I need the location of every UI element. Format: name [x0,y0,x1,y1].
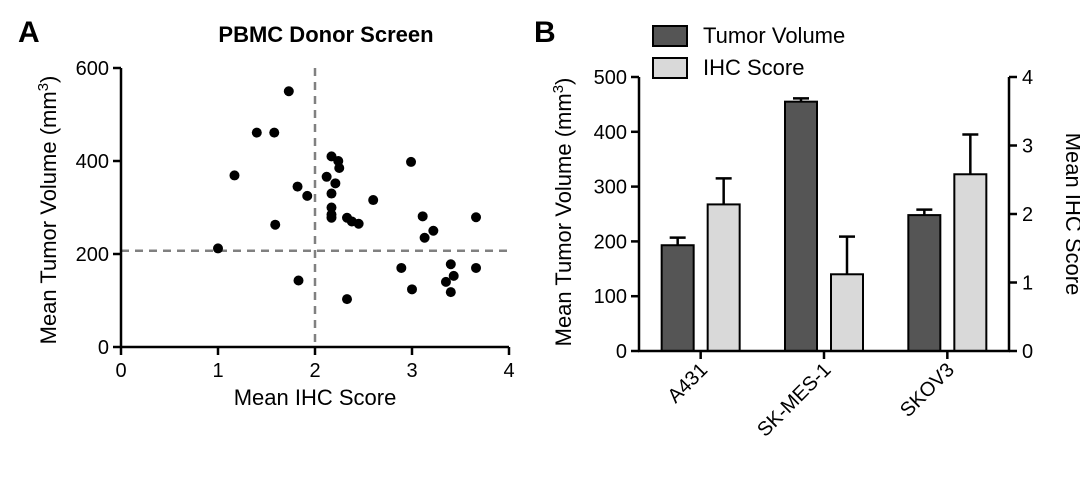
scatter-point [342,294,353,305]
panel-b-right-y-axis-label: Mean IHC Score [1061,133,1080,296]
scatter-point [406,156,417,167]
left-y-tick-label: 300 [594,177,627,199]
y-tick-label: 200 [76,244,109,266]
legend-label-tumor-volume: Tumor Volume [703,23,845,48]
scatter-point [396,262,407,273]
scatter-point [448,270,459,281]
bar-tumor-volume [907,214,942,352]
panel-a-letter: A [18,16,40,49]
scatter-point [407,284,417,295]
legend-swatch-ihc-score [652,57,688,79]
bar-tumor-volume [784,100,818,352]
panel-a-x-axis-label: Mean IHC Score [234,385,397,410]
left-y-tick-label: 0 [616,341,627,363]
x-tick-label: 0 [115,360,126,382]
panel-a-y-axis-label: Mean Tumor Volume (mm3) [35,76,61,345]
x-tick-label: 3 [406,360,417,382]
scatter-point [321,171,332,182]
scatter-point [326,202,337,213]
legend-swatch-tumor-volume [652,25,688,47]
bar-ihc-score [953,173,988,352]
x-tick-label: 1 [212,360,223,382]
scatter-point [293,275,304,286]
panel-b-bar-chart: A431 SK-MES-1 SKOV3 0 100 200 300 400 500 0 1 2 3 4 [594,67,1034,441]
scatter-point [251,127,262,138]
scatter-point [283,86,294,97]
legend-label-ihc-score: IHC Score [703,55,804,80]
panel-b-left-y-axis-label: Mean Tumor Volume (mm3) [550,78,576,347]
scatter-point [445,259,456,270]
panel-a-scatter-plot: 0 1 2 3 4 0 200 400 600 [76,58,515,382]
scatter-point [292,181,303,192]
bar-ihc-score [830,273,864,352]
scatter-point [330,178,341,189]
left-y-tick-label: 400 [594,122,627,144]
right-y-tick-label: 4 [1022,67,1033,89]
scatter-point [471,212,482,223]
x-tick-label: 2 [309,360,320,382]
right-y-tick-label: 2 [1022,204,1033,226]
left-y-tick-label: 500 [594,67,627,89]
scatter-point [368,195,379,206]
scatter-point [229,170,240,181]
scatter-point [445,287,456,298]
right-y-tick-label: 3 [1022,136,1033,158]
bar-tumor-volume [660,244,695,352]
scatter-point [326,188,337,199]
scatter-point [428,225,439,236]
x-category-label: SKOV3 [896,359,959,422]
scatter-point [269,127,280,138]
x-tick-label: 4 [503,360,514,382]
left-y-tick-label: 200 [594,231,627,253]
scatter-point [334,162,345,173]
scatter-point [270,219,281,230]
scatter-point [213,243,223,254]
panel-b-legend: Tumor Volume IHC Score [652,23,845,80]
scatter-point [419,232,430,243]
scatter-point [417,211,428,222]
y-tick-label: 600 [76,58,109,80]
right-y-tick-label: 0 [1022,341,1033,363]
panel-a-title: PBMC Donor Screen [218,22,433,47]
scatter-point [471,262,482,273]
scatter-point [440,276,451,287]
x-category-label: A431 [664,359,713,408]
bar-ihc-score [706,203,741,352]
panel-b-letter: B [534,16,556,49]
right-y-tick-label: 1 [1022,273,1033,295]
x-category-label: SK-MES-1 [753,359,835,441]
scatter-point [302,190,313,201]
scatter-point [353,218,364,229]
scatter-point [326,212,337,223]
left-y-tick-label: 100 [594,286,627,308]
y-tick-label: 0 [98,337,109,359]
y-tick-label: 400 [76,151,109,173]
